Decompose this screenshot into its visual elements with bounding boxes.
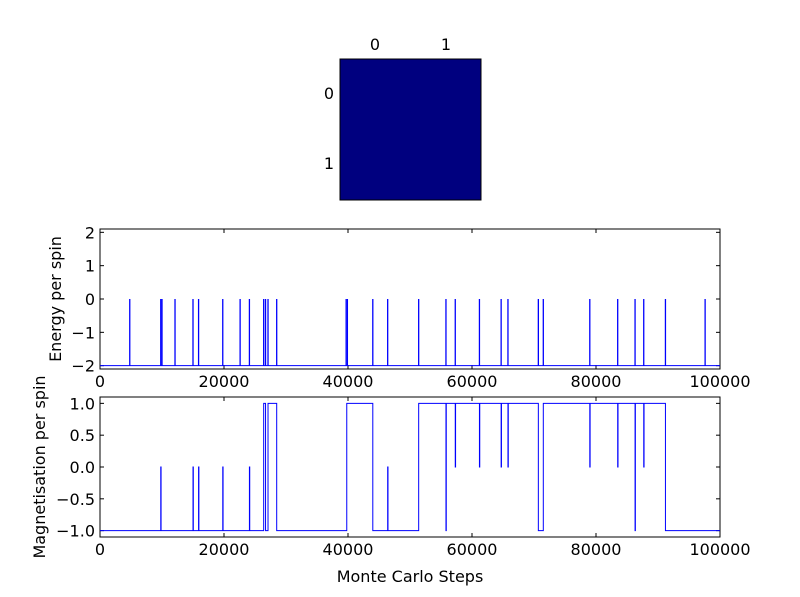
magnetisation-y-tick-label-4: 1.0 xyxy=(70,394,95,413)
energy-y-tick-label-3: 1 xyxy=(85,257,95,276)
magnetisation-x-tick-label-1: 20000 xyxy=(199,540,250,559)
magnetisation-series xyxy=(100,402,720,532)
magnetisation-line xyxy=(100,402,720,532)
spin-lattice-heatmap: 0 1 0 1 xyxy=(324,35,482,201)
heatmap-x-tick-0: 0 xyxy=(370,35,380,54)
energy-plot: 0 20000 40000 60000 80000 100000 −2 −1 0 1 2 Ener… xyxy=(46,223,751,391)
heatmap-cells xyxy=(340,59,481,200)
energy-x-tick-label-1: 20000 xyxy=(199,372,250,391)
magnetisation-x-axis: 0 20000 40000 60000 80000 100000 xyxy=(95,397,751,559)
magnetisation-x-axis-label: Monte Carlo Steps xyxy=(337,567,484,586)
magnetisation-y-axis-label: Magnetisation per spin xyxy=(30,375,49,558)
magnetisation-x-tick-label-3: 60000 xyxy=(447,540,498,559)
magnetisation-y-axis: −1.0 −0.5 0.0 0.5 1.0 xyxy=(56,394,720,541)
energy-y-tick-label-0: −2 xyxy=(71,357,95,376)
energy-y-axis-label: Energy per spin xyxy=(46,236,65,362)
magnetisation-y-tick-label-2: 0.0 xyxy=(70,458,95,477)
magnetisation-y-tick-label-0: −1.0 xyxy=(56,522,95,541)
magnetisation-x-tick-label-2: 40000 xyxy=(323,540,374,559)
energy-x-tick-label-2: 40000 xyxy=(323,372,374,391)
magnetisation-y-tick-label-1: −0.5 xyxy=(56,490,95,509)
heatmap-y-tick-1: 1 xyxy=(324,154,334,173)
magnetisation-x-tick-label-5: 100000 xyxy=(689,540,750,559)
energy-y-tick-label-1: −1 xyxy=(71,323,95,342)
energy-x-axis: 0 20000 40000 60000 80000 100000 xyxy=(95,229,751,391)
energy-x-tick-label-3: 60000 xyxy=(447,372,498,391)
heatmap-x-tick-1: 1 xyxy=(441,35,451,54)
magnetisation-x-tick-label-4: 80000 xyxy=(571,540,622,559)
energy-x-tick-label-5: 100000 xyxy=(689,372,750,391)
magnetisation-plot: 0 20000 40000 60000 80000 100000 −1.0−0.50.00… xyxy=(30,375,751,586)
heatmap-frame xyxy=(339,58,482,201)
energy-y-tick-label-4: 2 xyxy=(85,223,95,242)
energy-x-tick-label-0: 0 xyxy=(95,372,105,391)
energy-y-axis: −2 −1 0 1 2 xyxy=(71,223,720,376)
heatmap-y-tick-0: 0 xyxy=(324,84,334,103)
magnetisation-x-tick-label-0: 0 xyxy=(95,540,105,559)
magnetisation-y-tick-label-3: 0.5 xyxy=(70,426,95,445)
energy-y-tick-label-2: 0 xyxy=(85,290,95,309)
energy-series xyxy=(100,299,720,367)
energy-x-tick-label-4: 80000 xyxy=(571,372,622,391)
